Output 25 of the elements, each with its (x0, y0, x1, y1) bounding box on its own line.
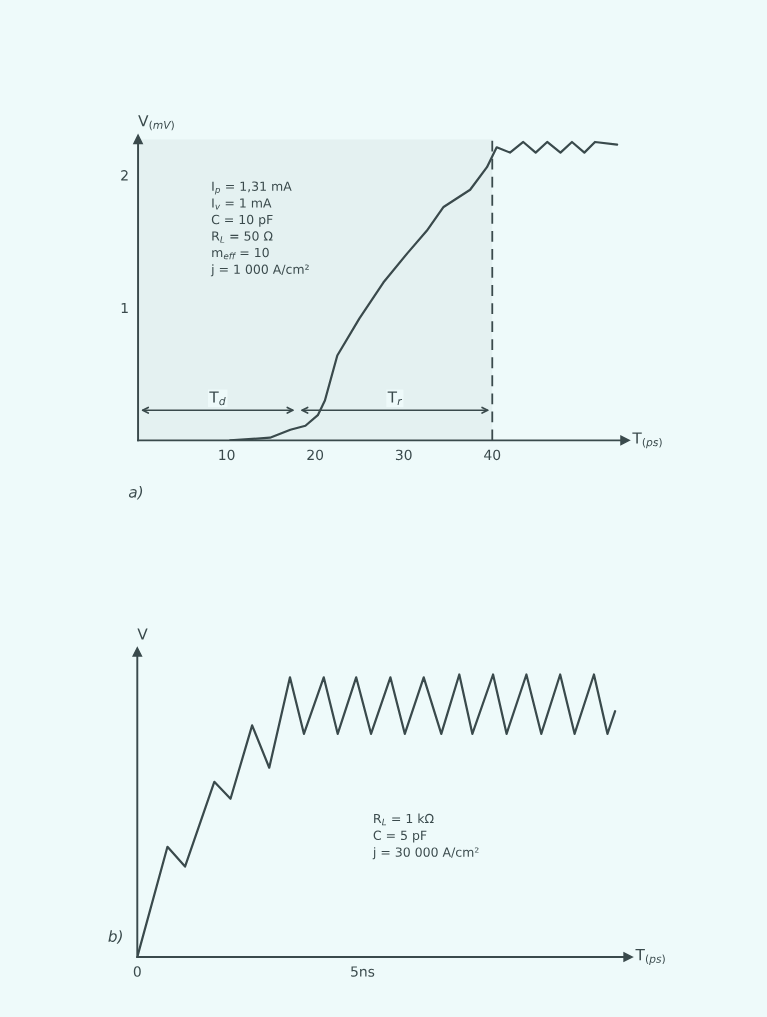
annotation: m$_{eff}$ = 10 (212, 247, 269, 260)
x-tick-label: 40 (484, 449, 501, 461)
band-label: T$_{r}$ (387, 391, 403, 406)
annotation: j = 30 000 A/cm² (372, 847, 479, 860)
annotation: I$_{p}$ = 1,31 mA (212, 181, 292, 195)
x-tick-label: 0 (133, 966, 141, 977)
x-axis-title: T$_{(ps)}$ (635, 949, 665, 965)
annotation: R$_{L}$ = 1 kΩ (374, 813, 434, 826)
text: b) (108, 930, 122, 944)
annotation: C = 10 pF (211, 214, 273, 227)
x-tick-label: 20 (307, 449, 324, 461)
y-tick-label: 1 (121, 302, 128, 314)
annotation: I$_{v}$ = 1 mA (212, 198, 272, 210)
annotation: R$_{L}$ = 50 Ω (212, 231, 273, 243)
annotation: C = 5 pF (373, 830, 427, 843)
x-tick-label: 30 (395, 449, 412, 461)
x-tick-label: 10 (219, 449, 235, 461)
annotation: j = 1 000 A/cm² (210, 264, 309, 277)
text: a) (128, 485, 143, 500)
x-axis-title: T$_{(ps)}$ (632, 432, 662, 449)
y-axis-title: V$_{(mV)}$ (138, 115, 174, 131)
band-label: T$_{d}$ (209, 391, 226, 406)
y-axis-title: V (137, 628, 148, 640)
y-tick-label: 2 (121, 170, 128, 181)
x-tick-label: 5ns (351, 966, 375, 977)
